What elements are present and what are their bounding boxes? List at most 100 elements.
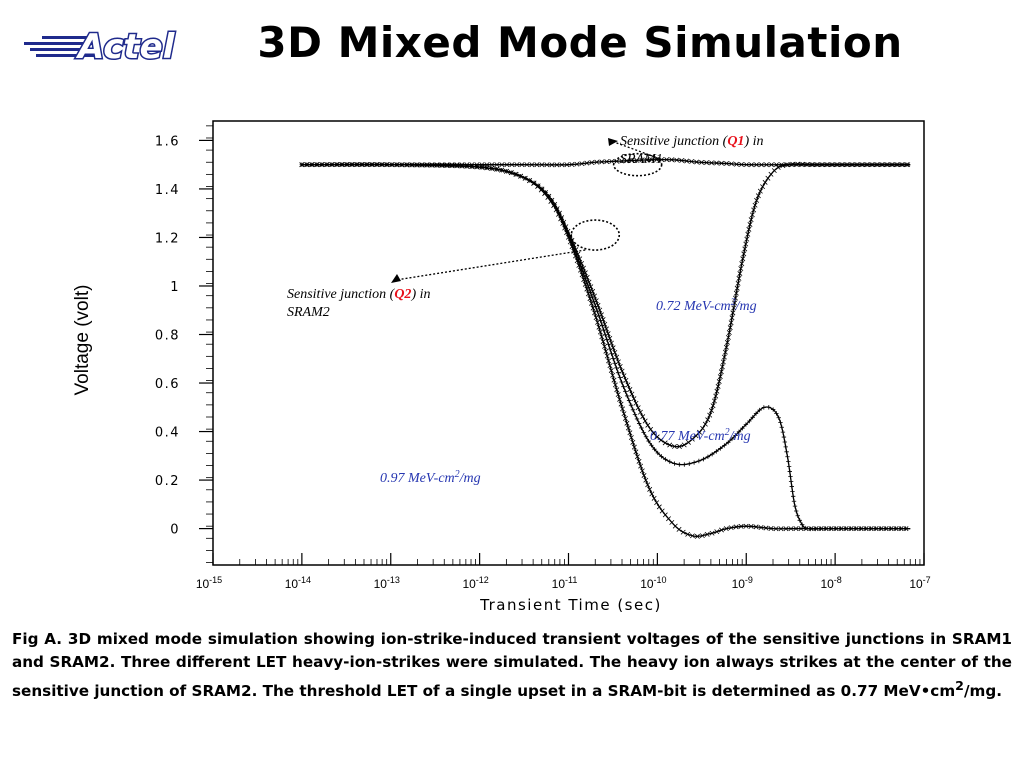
point-marker [759, 162, 764, 168]
point-marker [823, 526, 829, 532]
point-marker [621, 411, 627, 417]
point-marker [623, 389, 628, 394]
y-tick-label-0: 0 [170, 523, 180, 538]
y-tick-label-7: 1.4 [155, 183, 180, 198]
point-marker [585, 291, 591, 297]
point-marker [374, 162, 380, 168]
annotation-let072: 0.72 MeV-cm2/mg [656, 297, 757, 314]
point-marker [617, 396, 623, 402]
point-marker [734, 285, 740, 291]
point-marker [598, 312, 604, 318]
annotation-q2: Sensitive junction (Q2) in [287, 287, 431, 302]
point-marker [334, 162, 340, 168]
y-axis-label: Voltage (volt) [72, 285, 93, 396]
point-marker [748, 523, 754, 529]
point-marker [696, 458, 702, 464]
annotation-let097: 0.97 MeV-cm2/mg [380, 469, 481, 486]
point-marker [743, 241, 749, 247]
point-marker [694, 159, 700, 165]
point-marker [558, 216, 564, 222]
point-marker [704, 160, 710, 166]
point-marker [560, 220, 566, 226]
series-line-0 [301, 163, 911, 448]
point-marker [708, 407, 714, 413]
point-marker [592, 310, 598, 316]
point-marker [707, 412, 713, 418]
point-marker [705, 454, 711, 459]
point-marker [709, 451, 715, 457]
point-marker [724, 160, 730, 166]
series-markers-3 [299, 157, 909, 168]
point-marker [648, 426, 654, 432]
point-marker [785, 454, 790, 459]
point-marker [663, 457, 668, 462]
voltage-transient-chart: 00.20.40.60.811.21.41.6 10-15 10-14 10-13 1… [72, 120, 931, 614]
point-marker [609, 351, 614, 356]
point-marker [722, 443, 727, 448]
point-marker [655, 450, 660, 456]
point-marker [339, 162, 345, 168]
point-marker [527, 178, 532, 184]
point-marker [729, 161, 735, 167]
point-marker [489, 165, 495, 171]
point-marker [748, 217, 754, 223]
point-marker [614, 387, 620, 393]
point-marker [729, 436, 735, 442]
point-marker [771, 168, 777, 174]
point-marker [829, 162, 834, 168]
point-marker [649, 157, 655, 163]
point-marker [384, 162, 390, 168]
point-marker [786, 464, 792, 469]
point-marker [888, 526, 894, 532]
point-marker [596, 324, 602, 330]
point-marker [664, 157, 670, 163]
point-marker [721, 354, 727, 360]
point-marker [774, 411, 779, 416]
q2-arrowhead [391, 274, 401, 283]
point-marker [747, 222, 753, 227]
point-marker [618, 401, 624, 407]
point-marker [839, 162, 844, 168]
point-marker [782, 439, 788, 445]
point-marker [724, 339, 730, 345]
point-marker [809, 162, 814, 168]
point-marker [597, 307, 603, 313]
point-marker [584, 160, 590, 166]
point-marker [529, 162, 535, 168]
point-marker [593, 304, 598, 309]
point-marker [565, 234, 571, 240]
point-marker [685, 531, 691, 537]
point-marker [569, 162, 575, 168]
point-marker [534, 162, 540, 168]
point-marker [636, 421, 642, 426]
point-marker [733, 433, 738, 438]
x-tick-label-1: 10-14 [285, 575, 311, 591]
point-marker [768, 526, 774, 531]
point-marker [632, 412, 638, 417]
point-marker [723, 344, 729, 350]
point-marker [718, 369, 724, 375]
point-marker [621, 384, 626, 389]
point-marker [576, 262, 582, 268]
point-marker [630, 439, 636, 445]
point-marker [682, 462, 687, 467]
point-marker [628, 403, 634, 408]
caption-sup: 2 [955, 678, 964, 693]
x-tick-label-5: 10-10 [640, 575, 666, 591]
point-marker [720, 359, 726, 365]
point-marker [672, 461, 677, 466]
q2-ellipse [570, 219, 621, 251]
point-marker [662, 440, 668, 446]
point-marker [619, 158, 625, 164]
point-marker [642, 418, 648, 424]
point-marker [615, 370, 621, 375]
point-marker [531, 180, 537, 186]
series-markers-0 [299, 161, 911, 449]
figure-caption: Fig A. 3D mixed mode simulation showing … [12, 628, 1012, 703]
x-axis-label: Transient Time (sec) [479, 596, 662, 614]
point-marker [716, 379, 722, 384]
point-marker [607, 363, 613, 369]
point-marker [808, 526, 814, 532]
point-marker [715, 383, 721, 389]
point-marker [788, 474, 793, 479]
